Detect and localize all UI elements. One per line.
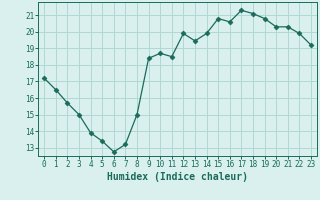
X-axis label: Humidex (Indice chaleur): Humidex (Indice chaleur)	[107, 172, 248, 182]
